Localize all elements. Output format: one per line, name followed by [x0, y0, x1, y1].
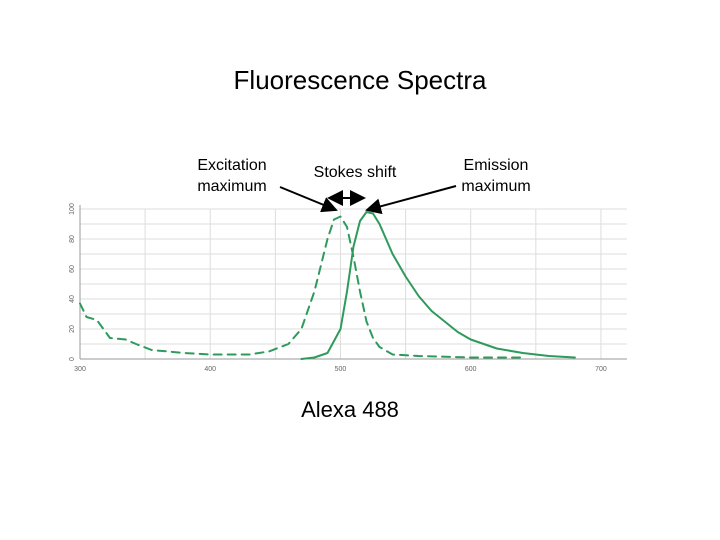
grid-layer: [79, 208, 627, 360]
stokes-shift-text: Stokes shift: [313, 164, 397, 181]
x-tick-label: 400: [204, 366, 216, 373]
x-tick-label: 300: [74, 366, 86, 373]
series-layer: [79, 211, 576, 360]
emission-label-line-1: Emission: [463, 157, 529, 174]
slide-title: Fluorescence Spectra: [233, 65, 487, 95]
x-tick-label: 500: [335, 366, 347, 373]
y-tick-label: 100: [69, 203, 76, 215]
emission-label-line-2: maximum: [461, 178, 531, 195]
excitation-label-line-2: maximum: [197, 178, 267, 195]
excitation-label-line-1: Excitation: [197, 157, 267, 174]
solid-spectrum-line: [300, 211, 576, 360]
dashed-spectrum-line: [79, 215, 524, 359]
excitation-arrow: [279, 186, 338, 213]
stokes-shift-label: Stokes shift: [300, 162, 410, 183]
axis-layer: 0 20 40 60 80 100 300 400 500 600 700: [69, 203, 627, 373]
y-tick-label: 20: [69, 325, 76, 333]
y-tick-label: 60: [69, 265, 76, 273]
y-tick-label: 40: [69, 295, 76, 303]
y-tick-label: 80: [69, 235, 76, 243]
arrow-layer: [279, 185, 457, 215]
x-tick-label: 700: [595, 366, 607, 373]
y-tick-label: 0: [69, 357, 76, 361]
emission-arrow: [365, 185, 457, 215]
x-tick-label: 600: [465, 366, 477, 373]
dye-caption: Alexa 488: [301, 397, 399, 422]
emission-maximum-label: Emission maximum: [446, 155, 546, 197]
excitation-maximum-label: Excitation maximum: [182, 155, 282, 197]
